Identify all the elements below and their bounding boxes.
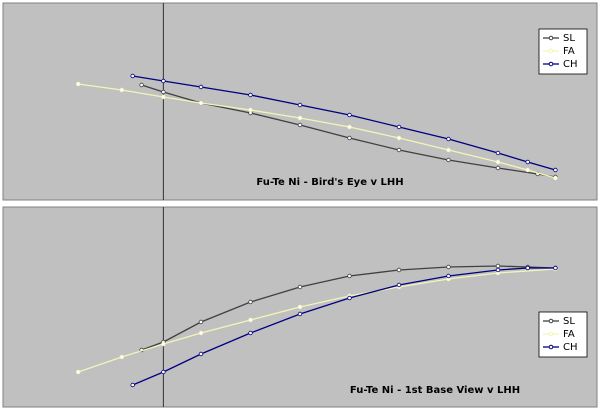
data-point: [248, 299, 253, 305]
legend-marker: [548, 35, 554, 41]
legend-marker: [548, 318, 554, 324]
data-point: [198, 330, 204, 336]
data-point: [553, 167, 558, 173]
data-point: [161, 78, 166, 84]
legend-label: FA: [563, 329, 575, 340]
data-point: [248, 107, 253, 113]
data-point: [525, 159, 530, 165]
data-point: [130, 73, 135, 79]
legend-label: CH: [563, 59, 578, 70]
plot-area: [2, 2, 598, 201]
data-point: [297, 102, 303, 108]
data-point: [347, 124, 352, 130]
data-point: [248, 317, 253, 323]
data-point: [119, 87, 124, 93]
data-point: [495, 263, 501, 269]
data-point: [161, 369, 166, 375]
data-point: [446, 136, 451, 142]
data-point: [495, 159, 501, 165]
data-point: [347, 273, 352, 279]
data-point: [553, 175, 558, 181]
data-point: [525, 167, 530, 173]
data-point: [198, 319, 204, 325]
legend-label: SL: [563, 33, 575, 44]
data-point: [495, 267, 501, 273]
legend-marker: [548, 344, 554, 350]
data-point: [347, 112, 352, 118]
data-point: [130, 382, 135, 388]
legend-marker: [548, 61, 554, 67]
chart-title: Fu-Te Ni - 1st Base View v LHH: [350, 385, 520, 396]
data-point: [446, 157, 451, 163]
data-point: [161, 341, 166, 347]
legend-marker: [548, 331, 554, 337]
data-point: [248, 92, 253, 98]
data-point: [525, 265, 530, 271]
data-point: [198, 351, 204, 357]
data-point: [161, 89, 166, 95]
data-point: [347, 135, 352, 141]
data-point: [446, 273, 451, 279]
data-point: [198, 100, 204, 106]
data-point: [446, 147, 451, 153]
data-point: [76, 369, 81, 375]
data-point: [446, 264, 451, 270]
data-point: [297, 304, 303, 310]
legend-marker: [548, 48, 554, 54]
data-point: [495, 165, 501, 171]
data-point: [347, 295, 352, 301]
data-point: [396, 282, 402, 288]
data-point: [297, 122, 303, 128]
chart-title: Fu-Te Ni - Bird's Eye v LHH: [256, 177, 403, 188]
data-point: [76, 81, 81, 87]
data-point: [297, 311, 303, 317]
data-point: [297, 115, 303, 121]
data-point: [161, 94, 166, 100]
data-point: [396, 135, 402, 141]
data-point: [396, 267, 402, 273]
data-point: [198, 84, 204, 90]
data-point: [553, 265, 558, 271]
data-point: [396, 124, 402, 130]
data-point: [297, 284, 303, 290]
data-point: [396, 147, 402, 153]
data-point: [119, 354, 124, 360]
legend-label: SL: [563, 316, 575, 327]
legend-label: CH: [563, 342, 578, 353]
series-line: [78, 83, 556, 179]
legend-label: FA: [563, 46, 575, 57]
data-point: [248, 330, 253, 336]
data-point: [495, 150, 501, 156]
data-point: [139, 82, 144, 88]
